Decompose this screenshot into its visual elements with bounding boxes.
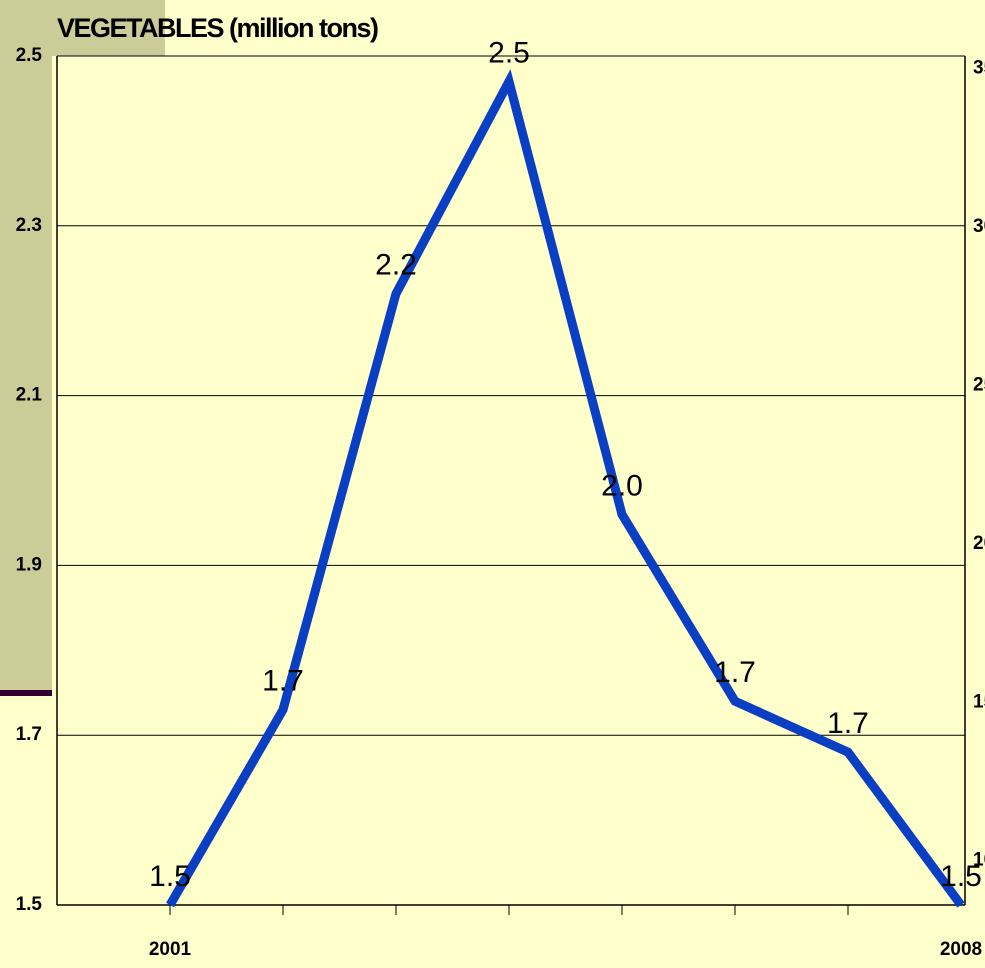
y2-tick-label: 15 [973, 691, 985, 712]
x-tick-label: 2008 [940, 939, 982, 960]
side-rule [0, 690, 52, 696]
y-tick-label: 1.7 [16, 724, 42, 745]
side-band [0, 0, 52, 690]
chart-title: VEGETABLES (million tons) [57, 13, 378, 43]
data-label: 2.0 [601, 469, 643, 502]
data-label: 1.5 [940, 860, 982, 893]
data-label: 1.5 [149, 860, 191, 893]
y-tick-label: 2.1 [16, 385, 43, 406]
data-label: 1.7 [714, 656, 756, 689]
y-tick-label: 2.3 [16, 215, 42, 236]
x-tick-label: 2001 [149, 939, 192, 960]
y-tick-label: 2.5 [16, 45, 43, 66]
data-label: 1.7 [262, 665, 304, 698]
y-tick-label: 1.5 [16, 894, 43, 915]
data-label: 2.5 [488, 36, 530, 69]
data-label: 1.7 [827, 707, 869, 740]
series-line [166, 69, 965, 908]
y-tick-label: 1.9 [16, 554, 42, 575]
y2-tick-label: 25 [973, 374, 985, 395]
y2-tick-label: 30 [973, 216, 985, 237]
y2-tick-label: 10 [973, 850, 985, 871]
y2-tick-label: 20 [973, 533, 985, 554]
data-label: 2.2 [375, 249, 417, 282]
y2-tick-label: 35 [973, 58, 985, 79]
